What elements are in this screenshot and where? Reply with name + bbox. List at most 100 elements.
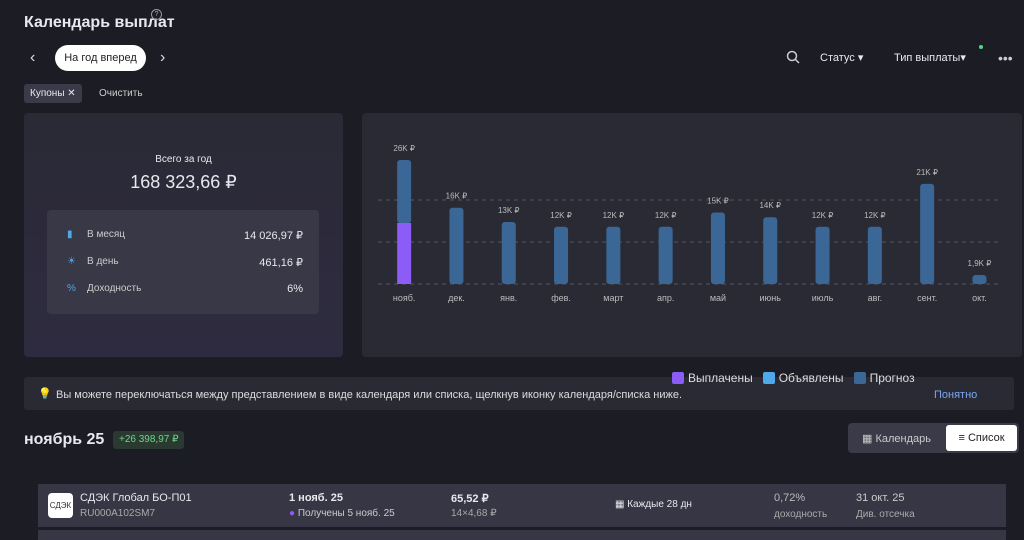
value-label: 12K ₽ bbox=[812, 211, 834, 220]
bar-segment bbox=[815, 226, 830, 284]
bar-segment bbox=[763, 217, 778, 284]
bar-segment bbox=[606, 226, 621, 284]
value-label: 15K ₽ bbox=[707, 196, 729, 205]
logo: СДЭК bbox=[48, 493, 73, 518]
x-tick-label: июнь bbox=[760, 293, 782, 303]
value-label: 12K ₽ bbox=[603, 211, 625, 220]
bar-segment bbox=[554, 226, 569, 284]
x-tick-label: окт. bbox=[972, 293, 987, 303]
x-tick-label: авг. bbox=[868, 293, 882, 303]
record-date: 31 окт. 25 bbox=[856, 492, 905, 504]
frequency: ▦ Каждые 28 дн bbox=[615, 499, 692, 510]
list-row[interactable]: СДЭК СДЭК Глобал БО-П01 RU000A102SM7 1 н… bbox=[38, 484, 1006, 527]
value-label: 1,9K ₽ bbox=[968, 259, 992, 268]
view-toggle: ▦ Календарь ≡ Список bbox=[848, 423, 1019, 453]
bar-segment bbox=[658, 226, 673, 284]
next-button[interactable]: › bbox=[160, 49, 166, 66]
summary-box: ▮ В месяц 14 026,97 ₽ ☀ В день 461,16 ₽ … bbox=[47, 210, 319, 314]
legend-item: Выплачены bbox=[672, 371, 753, 385]
more-button[interactable]: ••• bbox=[998, 50, 1013, 66]
record-label: Див. отсечка bbox=[856, 509, 915, 520]
row-label: В месяц bbox=[87, 229, 126, 240]
bar-segment bbox=[972, 274, 987, 284]
type-label: Тип выплаты bbox=[894, 52, 961, 64]
search-icon[interactable] bbox=[786, 50, 800, 64]
status-label: Статус bbox=[820, 52, 855, 64]
value-label: 13K ₽ bbox=[498, 206, 520, 215]
summary-title: Всего за год bbox=[155, 154, 212, 165]
row-value: 461,16 ₽ bbox=[259, 257, 303, 269]
amount-detail: 14×4,68 ₽ bbox=[451, 508, 497, 519]
list-view[interactable]: ≡ Список bbox=[946, 425, 1017, 451]
legend-item: Прогноз bbox=[853, 371, 915, 385]
row-label: Доходность bbox=[87, 283, 142, 294]
type-filter[interactable]: Тип выплаты▾ bbox=[894, 52, 966, 64]
value-label: 12K ₽ bbox=[864, 211, 886, 220]
bar-segment bbox=[867, 226, 882, 284]
value-label: 14K ₽ bbox=[759, 201, 781, 210]
row-value: 6% bbox=[287, 283, 303, 295]
bar-segment bbox=[397, 160, 412, 223]
value-label: 12K ₽ bbox=[655, 211, 677, 220]
isin: RU000A102SM7 bbox=[80, 508, 156, 519]
legend-swatch bbox=[672, 372, 684, 384]
list-row[interactable] bbox=[38, 530, 1006, 540]
frequency-text: Каждые 28 дн bbox=[627, 499, 692, 510]
tip-banner: 💡 Вы можете переключаться между представ… bbox=[24, 377, 1014, 410]
x-tick-label: нояб. bbox=[393, 293, 416, 303]
bar-segment bbox=[449, 207, 464, 284]
legend-label: Объявлены bbox=[778, 371, 844, 385]
x-tick-label: дек. bbox=[448, 293, 465, 303]
bar-segment bbox=[920, 183, 935, 284]
tip-text: Вы можете переключаться между представле… bbox=[56, 389, 683, 401]
pay-date: 1 нояб. 25 bbox=[289, 492, 343, 504]
month-amount: +26 398,97 ₽ bbox=[113, 431, 185, 449]
pay-status: ● Получены 5 нояб. 25 bbox=[289, 508, 395, 519]
legend: Выплачены Объявлены Прогноз bbox=[672, 371, 915, 385]
bar-segment bbox=[710, 212, 725, 284]
clear-button[interactable]: Очистить bbox=[99, 88, 143, 99]
x-tick-label: апр. bbox=[657, 293, 674, 303]
help-icon[interactable]: ? bbox=[151, 9, 162, 20]
bar-segment bbox=[397, 222, 412, 284]
summary-card: Всего за год 168 323,66 ₽ ▮ В месяц 14 0… bbox=[24, 113, 343, 357]
x-tick-label: май bbox=[710, 293, 726, 303]
month-title: ноябрь 25 bbox=[24, 431, 105, 448]
value-label: 12K ₽ bbox=[550, 211, 572, 220]
yield: 0,72% bbox=[774, 492, 806, 504]
calendar-view[interactable]: ▦ Календарь bbox=[862, 433, 931, 445]
tip-action[interactable]: Понятно bbox=[934, 389, 978, 401]
bond-name: СДЭК Глобал БО-П01 bbox=[80, 492, 192, 504]
legend-item: Объявлены bbox=[762, 371, 844, 385]
status-text: Получены 5 нояб. 25 bbox=[297, 508, 395, 519]
x-tick-label: сент. bbox=[917, 293, 937, 303]
title: Календарь выплат bbox=[24, 14, 175, 31]
x-tick-label: фев. bbox=[551, 293, 571, 303]
yield-label: доходность bbox=[774, 509, 828, 520]
bar-segment bbox=[501, 222, 516, 284]
value-label: 26K ₽ bbox=[393, 144, 415, 153]
view-label: Список bbox=[967, 432, 1005, 444]
status-filter[interactable]: Статус ▾ bbox=[820, 52, 864, 64]
chart-card: 26K ₽ нояб. 16K ₽ дек. 13K ₽ янв. 12K ₽ фев. 12K… bbox=[362, 113, 1022, 357]
summary-total: 168 323,66 ₽ bbox=[130, 172, 237, 192]
amount: 65,52 ₽ bbox=[451, 493, 489, 505]
x-tick-label: июль bbox=[812, 293, 834, 303]
value-label: 21K ₽ bbox=[916, 168, 938, 177]
period-button[interactable]: На год вперед bbox=[55, 45, 146, 71]
view-label: Календарь bbox=[875, 433, 931, 445]
x-tick-label: март bbox=[603, 293, 623, 303]
legend-label: Выплачены bbox=[688, 371, 753, 385]
x-tick-label: янв. bbox=[500, 293, 517, 303]
row-value: 14 026,97 ₽ bbox=[244, 230, 303, 242]
row-label: В день bbox=[87, 256, 119, 267]
filter-chip[interactable]: Купоны ✕ bbox=[24, 84, 82, 103]
chart: 26K ₽ нояб. 16K ₽ дек. 13K ₽ янв. 12K ₽ фев. 12K… bbox=[378, 144, 1002, 303]
value-label: 16K ₽ bbox=[446, 192, 468, 201]
chip-label: Купоны bbox=[30, 88, 65, 99]
legend-swatch bbox=[853, 372, 866, 384]
prev-button[interactable]: ‹ bbox=[30, 49, 36, 66]
legend-swatch bbox=[762, 372, 775, 384]
indicator bbox=[979, 45, 983, 49]
